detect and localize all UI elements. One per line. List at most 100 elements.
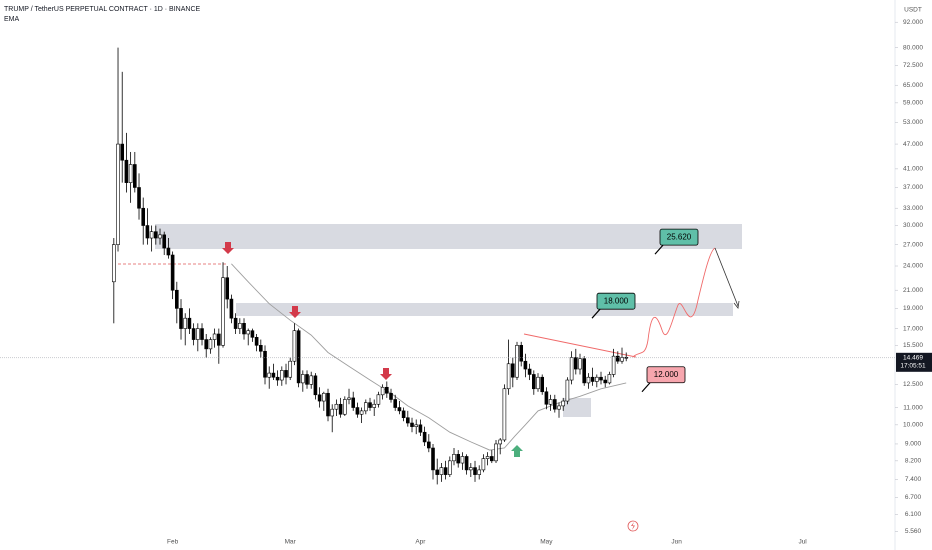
x-tick-label: Mar — [285, 539, 297, 546]
y-tick-label: 37.000 — [903, 184, 923, 191]
candle-body — [233, 317, 238, 329]
candle-body — [481, 458, 486, 471]
candle-body — [343, 399, 347, 415]
candle-body — [506, 363, 511, 390]
candle-body — [217, 333, 221, 346]
candle-body — [254, 337, 259, 346]
candle-body — [187, 317, 192, 329]
candle-body — [443, 467, 448, 475]
candle-body — [586, 376, 591, 384]
candle-body — [330, 408, 335, 417]
y-tick-label: 21.000 — [903, 287, 923, 294]
y-tick-label: 6.100 — [905, 511, 922, 518]
candle-body — [490, 456, 494, 462]
candle-body — [292, 330, 297, 362]
candle-body — [259, 345, 263, 352]
candle-body — [574, 357, 578, 370]
candle-body — [296, 330, 301, 384]
candle-body — [410, 422, 414, 427]
candle-body — [179, 308, 183, 329]
down-arrow — [289, 306, 301, 318]
y-tick-label: 11.000 — [903, 404, 923, 411]
y-tick-label: 15.500 — [903, 342, 923, 349]
resistance-zone — [155, 224, 742, 249]
candle-body — [540, 376, 545, 393]
candle-body — [154, 231, 158, 239]
candle-body — [124, 159, 129, 183]
support-zone — [563, 398, 591, 417]
candle-body — [322, 392, 326, 402]
candle-body — [347, 397, 351, 400]
candle-body — [288, 360, 293, 378]
candle-body — [548, 399, 553, 405]
y-tick-label: 47.000 — [903, 141, 923, 148]
candle-body — [569, 357, 574, 381]
candle-body — [133, 164, 137, 188]
candle-body — [351, 397, 356, 408]
candle-body — [553, 399, 557, 410]
candle-body — [208, 339, 213, 350]
candle-body — [427, 441, 431, 449]
y-tick-label: 92.000 — [903, 19, 923, 26]
candle-body — [280, 370, 284, 381]
y-tick-label: 19.000 — [903, 305, 923, 312]
candle-body — [313, 375, 318, 396]
candle-body — [175, 289, 179, 309]
x-tick-label: Jul — [798, 539, 807, 546]
up-arrow — [511, 445, 523, 457]
trendline — [523, 333, 637, 358]
event-icon-bolt — [631, 522, 635, 530]
candle-body — [511, 363, 515, 378]
candle-body — [473, 467, 477, 475]
candle-body — [561, 400, 566, 407]
candle-body — [204, 339, 209, 350]
y-tick-label: 30.000 — [903, 222, 923, 229]
candle-body — [162, 234, 167, 249]
y-tick-label: 10.000 — [903, 422, 923, 429]
candle-body — [460, 456, 465, 464]
candle-body — [393, 399, 398, 408]
candle-body — [527, 368, 532, 375]
candle-body — [120, 143, 125, 161]
candle-body — [603, 379, 608, 384]
candle-body — [422, 431, 427, 443]
candle-body — [431, 447, 435, 471]
callout-box — [646, 366, 686, 384]
candle-body — [141, 207, 146, 226]
candle-body — [611, 355, 616, 375]
candle-body — [191, 328, 196, 340]
candle-body — [149, 231, 154, 239]
candle-body — [275, 376, 280, 381]
candle-body — [263, 350, 267, 378]
candle-body — [557, 405, 561, 410]
candle-body — [544, 391, 549, 405]
candle-body — [582, 358, 587, 384]
y-tick-label: 80.000 — [903, 44, 923, 51]
candle-body — [145, 225, 150, 239]
x-tick-label: Apr — [415, 539, 426, 546]
candle-body — [599, 376, 603, 381]
price-label-bg — [896, 352, 932, 372]
indicator-label: EMA — [4, 16, 20, 23]
candle-body — [196, 328, 200, 340]
candle-body — [158, 234, 162, 239]
candle-body — [536, 376, 540, 390]
resistance-zone — [236, 303, 733, 316]
candle-body — [128, 164, 133, 183]
x-tick-label: Jun — [671, 539, 682, 546]
candle-body — [565, 379, 570, 402]
candle-body — [385, 386, 389, 394]
y-tick-label: 33.000 — [903, 205, 923, 212]
event-icon[interactable] — [627, 520, 639, 532]
candle-body — [439, 467, 444, 475]
callout-box — [596, 292, 636, 310]
candle-body — [494, 443, 498, 462]
ema-line — [231, 263, 627, 451]
candle-body — [397, 407, 402, 412]
candle-body — [364, 402, 368, 412]
candle-body — [229, 298, 234, 319]
candle-body — [376, 394, 381, 405]
candle-body — [389, 392, 393, 400]
candle-body — [523, 360, 528, 370]
